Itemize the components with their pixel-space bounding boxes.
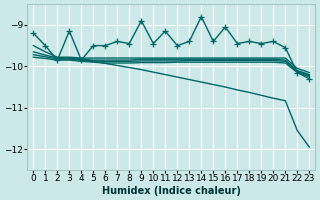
X-axis label: Humidex (Indice chaleur): Humidex (Indice chaleur) [102,186,241,196]
